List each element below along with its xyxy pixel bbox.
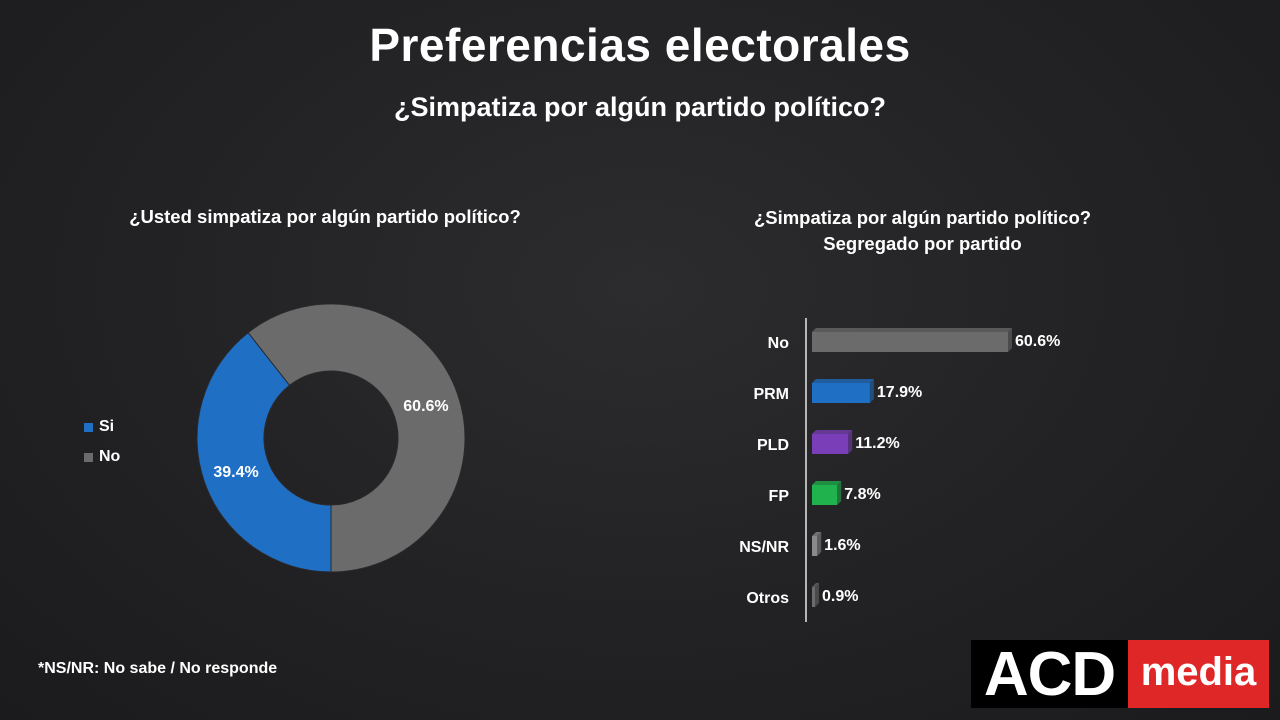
donut-slice-no: [247, 303, 466, 573]
page-title: Preferencias electorales: [369, 19, 911, 71]
donut-label-si: 39.4%: [213, 464, 258, 481]
bar-chart-title: ¿Simpatiza por algún partido político? S…: [700, 205, 1145, 257]
bar-side-no: [1008, 328, 1012, 352]
bar-pld: [812, 434, 849, 454]
bar-value-fp: 7.8%: [844, 486, 880, 503]
bar-side-otros: [815, 583, 819, 607]
bar-chart-title-line: ¿Simpatiza por algún partido político?: [753, 207, 1092, 228]
bar-no: [812, 332, 1008, 352]
legend-swatch-si: [84, 422, 93, 432]
bar-side-prm: [869, 379, 874, 403]
logo-left: ACD: [971, 640, 1128, 709]
bar-value-prm: 17.9%: [877, 384, 922, 401]
bar-top-pld: [812, 430, 853, 434]
bar-prm: [812, 383, 870, 403]
bar-top-otros: [812, 583, 819, 587]
donut-slice-si: [196, 331, 332, 573]
legend-item-si: Si: [84, 412, 120, 442]
bar-category-prm: PRM: [753, 386, 789, 403]
bar-category-ns-nr: NS/NR: [739, 539, 789, 556]
bar-side-ns-nr: [817, 532, 822, 556]
bar-otros: [812, 587, 815, 607]
bar-top-fp: [812, 481, 842, 485]
bar-value-no: 60.6%: [1015, 333, 1060, 350]
donut-legend: Si No: [84, 412, 120, 472]
bar-side-pld: [848, 430, 853, 454]
bar-category-no: No: [768, 335, 790, 352]
bar-category-pld: PLD: [757, 437, 789, 454]
bar-category-fp: FP: [769, 488, 790, 505]
legend-swatch-no: [84, 452, 93, 462]
bar-fp: [812, 485, 838, 505]
bar-ns-nr: [812, 536, 818, 556]
bar-chart-subtitle: Segregado por partido: [823, 233, 1022, 254]
legend-item-no: No: [84, 442, 120, 472]
logo-right: media: [1128, 640, 1269, 708]
legend-label-si: Si: [99, 418, 115, 435]
bar-top-ns-nr: [812, 532, 822, 536]
footnote: *NS/NR: No sabe / No responde: [38, 660, 278, 677]
bar-top-no: [812, 328, 1012, 332]
donut-label-no: 60.6%: [403, 398, 448, 415]
bar-value-otros: 0.9%: [822, 588, 858, 605]
acd-media-logo: ACD media: [971, 640, 1269, 709]
bar-value-pld: 11.2%: [855, 435, 899, 452]
bar-category-otros: Otros: [746, 590, 789, 607]
bar-side-fp: [837, 481, 842, 505]
legend-label-no: No: [99, 448, 121, 465]
bar-value-ns-nr: 1.6%: [824, 537, 860, 554]
bar-top-prm: [812, 379, 874, 383]
page-subtitle: ¿Simpatiza por algún partido político?: [394, 92, 886, 122]
donut-chart-title: ¿Usted simpatiza por algún partido polít…: [129, 206, 521, 227]
